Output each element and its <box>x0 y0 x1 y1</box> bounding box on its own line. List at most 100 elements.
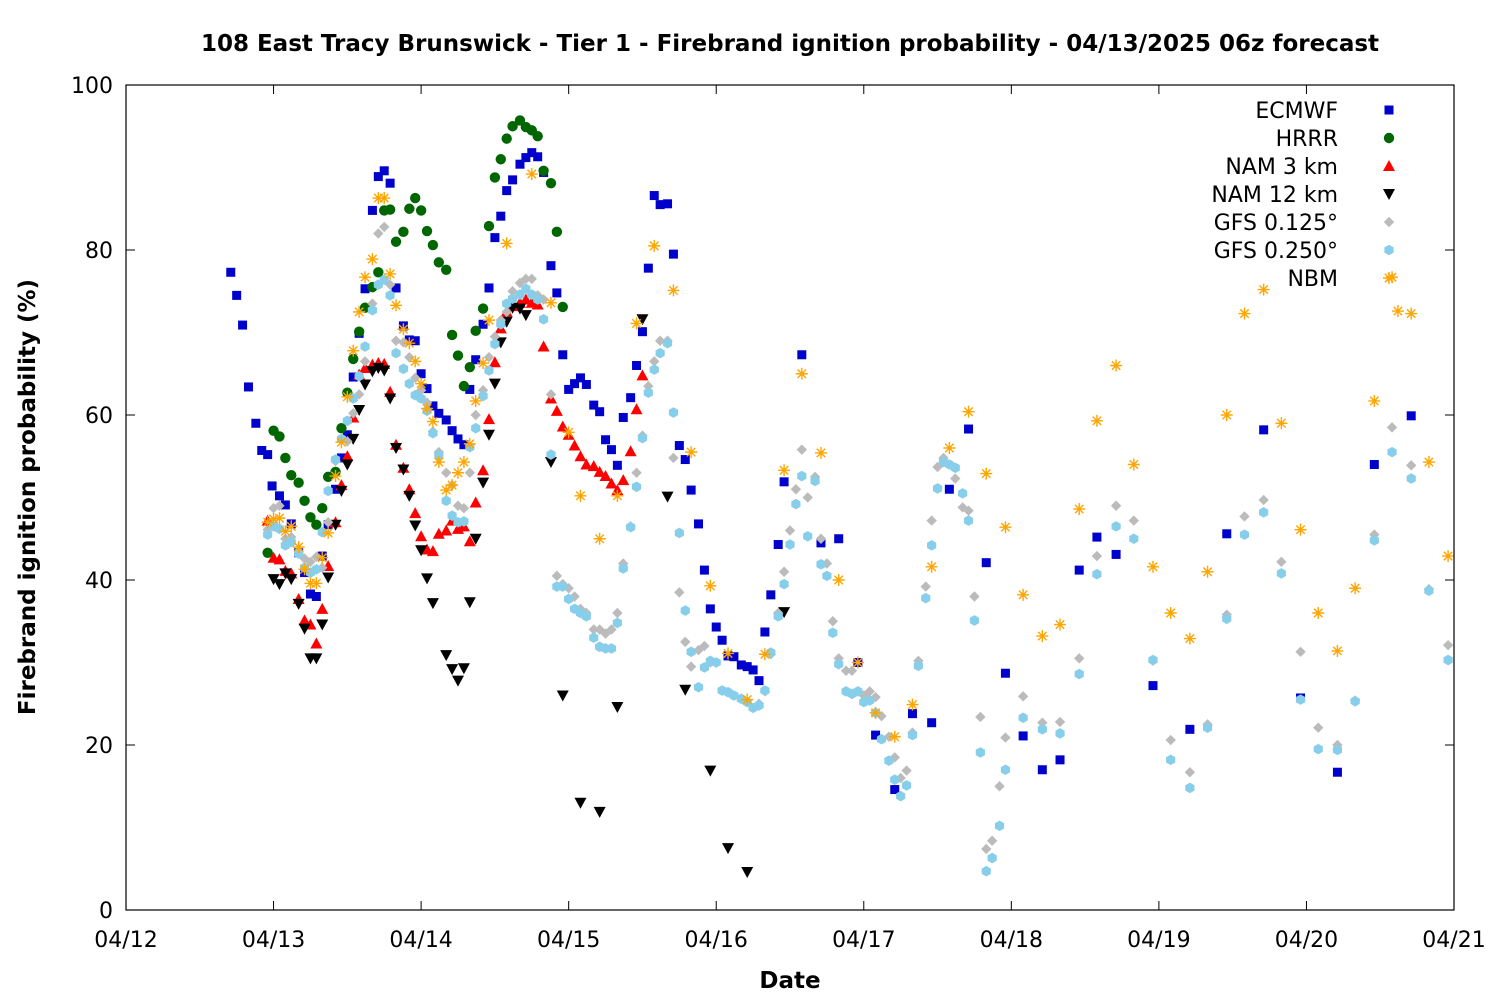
data-point <box>679 684 692 696</box>
data-point <box>446 329 458 341</box>
data-point <box>925 560 938 573</box>
data-point <box>496 211 506 221</box>
data-point <box>599 470 612 482</box>
data-point <box>921 592 931 604</box>
data-point <box>373 267 384 278</box>
data-point <box>661 491 674 503</box>
data-point <box>360 284 370 294</box>
data-point <box>551 570 563 582</box>
data-point <box>846 665 858 676</box>
legend-label: ECMWF <box>1255 99 1338 124</box>
data-point <box>384 393 397 405</box>
data-point <box>814 446 827 459</box>
data-point <box>483 220 495 232</box>
data-point <box>488 356 501 368</box>
x-tick-label: 04/14 <box>389 928 452 953</box>
series-gfs-0-250- <box>263 274 1453 877</box>
data-point <box>489 172 501 183</box>
data-point <box>663 199 673 209</box>
data-point <box>704 765 717 777</box>
data-point <box>1332 767 1342 777</box>
data-point <box>463 437 476 450</box>
data-point <box>1074 653 1085 664</box>
data-point <box>482 413 495 425</box>
data-point <box>593 806 606 818</box>
data-point <box>463 535 476 547</box>
data-point <box>502 186 512 196</box>
data-point <box>637 432 648 444</box>
data-point <box>636 314 649 326</box>
data-point <box>643 380 654 392</box>
x-tick-label: 04/15 <box>537 928 600 953</box>
data-point <box>1000 764 1011 776</box>
data-point <box>533 152 543 162</box>
data-point <box>440 524 453 536</box>
data-point <box>685 661 697 672</box>
data-point <box>1202 722 1213 733</box>
data-point <box>699 640 710 652</box>
data-point <box>589 400 599 410</box>
data-point <box>748 665 758 675</box>
legend-marker <box>1383 216 1395 228</box>
data-point <box>1386 271 1399 284</box>
data-point <box>538 165 549 176</box>
data-point <box>1368 394 1381 407</box>
x-tick-label: 04/16 <box>685 928 748 953</box>
data-point <box>617 474 630 486</box>
data-point <box>482 314 495 327</box>
data-point <box>279 525 292 538</box>
data-point <box>286 536 296 548</box>
data-point <box>452 350 464 361</box>
data-point <box>335 436 348 449</box>
data-point <box>649 364 659 375</box>
series-nbm <box>261 168 1455 743</box>
data-point <box>359 361 372 373</box>
y-tick-label: 60 <box>85 404 113 429</box>
data-point <box>298 623 311 635</box>
data-point <box>410 336 420 346</box>
data-point <box>1074 668 1084 680</box>
data-point <box>379 221 390 233</box>
data-point <box>1350 695 1360 707</box>
data-point <box>704 579 717 592</box>
data-point <box>490 338 500 350</box>
plot-frame <box>125 84 1455 911</box>
data-point <box>311 592 321 601</box>
data-point <box>294 548 304 559</box>
data-point <box>299 553 310 564</box>
data-point <box>593 465 606 477</box>
data-point <box>267 512 280 525</box>
data-point <box>1201 565 1214 578</box>
data-point <box>470 325 481 337</box>
data-point <box>322 526 335 539</box>
data-point <box>330 454 341 465</box>
x-tick-label: 04/17 <box>832 928 895 953</box>
data-point <box>490 233 500 243</box>
data-point <box>975 747 985 758</box>
data-point <box>507 121 518 132</box>
data-point <box>655 347 665 359</box>
data-point <box>1091 550 1103 562</box>
x-tick-label: 04/12 <box>94 928 157 953</box>
data-point <box>298 614 311 626</box>
data-point <box>434 408 444 418</box>
data-point <box>564 384 574 394</box>
data-point <box>416 369 426 379</box>
data-point <box>353 305 366 318</box>
data-point <box>611 702 624 714</box>
axis-ticks: 04/12 04/13 04/14 04/15 04/16 04/17 04/18 04/19… <box>71 74 1486 953</box>
data-point <box>440 484 453 497</box>
data-point <box>452 466 464 479</box>
data-point <box>397 323 410 336</box>
data-point <box>1055 755 1065 765</box>
data-point <box>551 226 563 238</box>
data-point <box>1257 283 1270 296</box>
data-point <box>927 540 937 551</box>
data-point <box>557 301 568 313</box>
data-point <box>441 415 451 425</box>
data-point <box>575 373 585 383</box>
data-point <box>341 450 354 462</box>
data-point <box>981 865 991 877</box>
x-tick-label: 04/21 <box>1422 928 1485 953</box>
data-point <box>1424 585 1434 597</box>
